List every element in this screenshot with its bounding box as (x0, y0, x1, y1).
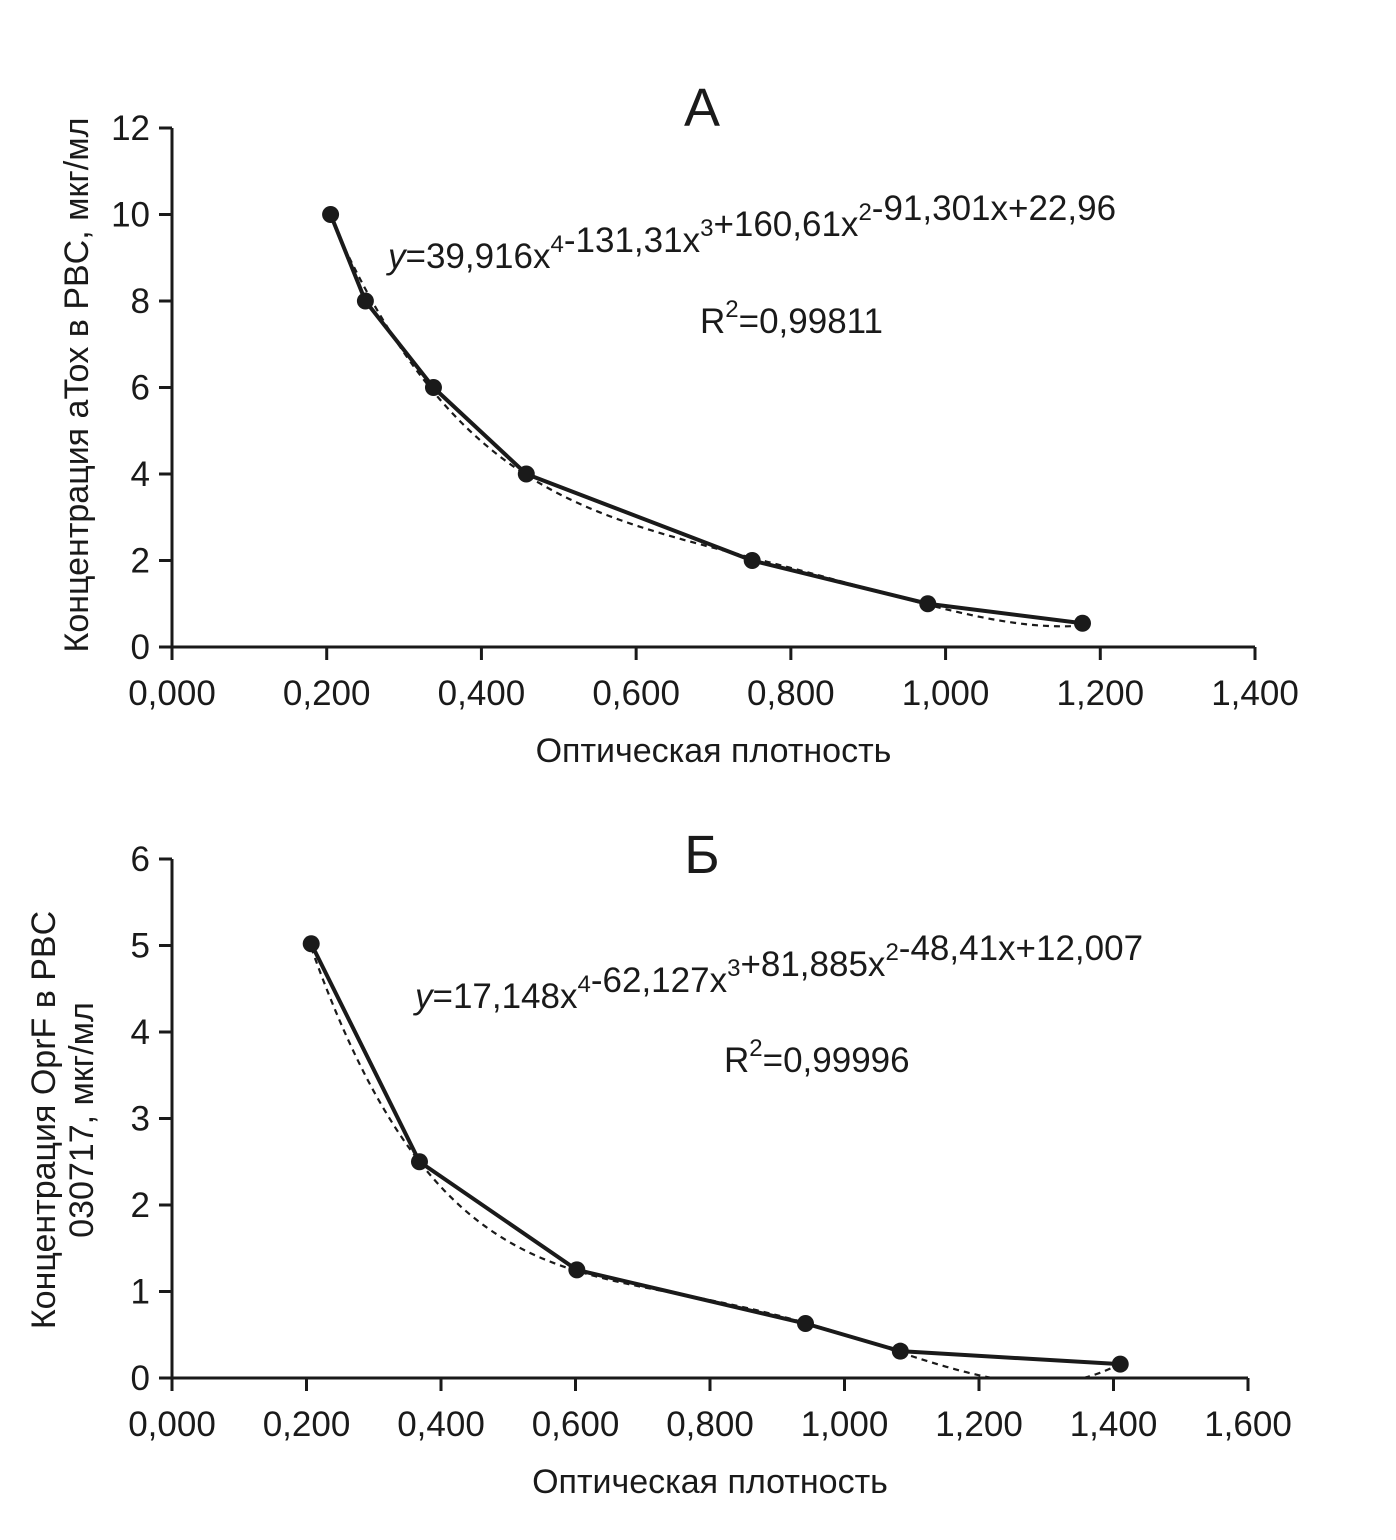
x-tick-label: 1,400 (1211, 674, 1299, 713)
data-point (568, 1261, 586, 1279)
x-tick-label: 1,400 (1070, 1405, 1158, 1444)
equation-term: -131,31x (564, 221, 701, 260)
x-tick-label: 0,000 (128, 1405, 216, 1444)
equation-term: =39,916x (406, 237, 551, 276)
equation-term: +81,885x (740, 945, 885, 984)
equation-term: +160,61x (713, 205, 858, 244)
y-axis-title-line: Концентрация aTox в PBC, мкг/мл (58, 118, 96, 653)
x-tick-label: 0,000 (128, 674, 216, 713)
x-tick-label: 1,000 (902, 674, 990, 713)
data-point (424, 379, 442, 396)
r-squared-base: R (700, 302, 725, 341)
r-squared-exponent: 2 (749, 1035, 762, 1062)
equation-exponent: 4 (578, 971, 591, 998)
y-axis-title: Концентрация aTox в PBC, мкг/мл (58, 118, 96, 653)
x-tick-label: 0,200 (263, 1405, 351, 1444)
equation-exponent: 3 (700, 215, 713, 242)
panel-title: А (684, 78, 720, 138)
data-point (517, 465, 535, 483)
data-point (1111, 1355, 1129, 1373)
y-tick-label: 4 (131, 455, 150, 494)
y-tick-label: 10 (111, 196, 150, 235)
x-tick-label: 0,400 (438, 674, 526, 713)
trendline (329, 216, 1083, 628)
r-squared: R2=0,99811 (700, 296, 883, 341)
equation-exponent: 3 (727, 955, 740, 982)
trendline-equation: y=17,148x4-62,127x3+81,885x2-48,41x+12,0… (413, 929, 1143, 1016)
y-tick-label: 8 (131, 282, 150, 321)
equation-term: -62,127x (591, 961, 728, 1000)
equation-lead: y (386, 237, 408, 276)
data-point (1073, 614, 1091, 632)
data-point (302, 935, 320, 953)
r-squared-base: R (724, 1041, 749, 1080)
y-tick-label: 1 (131, 1273, 150, 1312)
r-squared-exponent: 2 (725, 296, 738, 323)
x-tick-label: 0,600 (592, 674, 680, 713)
y-axis-title: Концентрация OprF в PBC030717, мкг/мл (25, 911, 101, 1329)
y-tick-label: 0 (131, 1359, 150, 1398)
data-point (919, 595, 937, 613)
data-point (356, 292, 374, 310)
data-point (410, 1153, 428, 1171)
equation-term: -91,301x+22,96 (872, 189, 1116, 228)
data-point (891, 1342, 909, 1360)
trendline-equation: y=39,916x4-131,31x3+160,61x2-91,301x+22,… (386, 189, 1116, 276)
y-tick-label: 3 (131, 1100, 150, 1139)
x-tick-label: 0,800 (747, 674, 835, 713)
data-point (743, 552, 761, 569)
y-tick-label: 2 (131, 1186, 150, 1225)
r-squared-value: =0,99996 (763, 1041, 910, 1080)
trendline (310, 947, 1121, 1380)
equation-exponent: 2 (885, 939, 898, 966)
data-point (796, 1315, 814, 1333)
x-tick-label: 1,200 (935, 1405, 1023, 1444)
y-tick-label: 6 (131, 840, 150, 879)
equation-exponent: 2 (858, 199, 871, 226)
panel-title: Б (684, 825, 719, 885)
y-tick-label: 4 (131, 1013, 150, 1052)
equation-term: =17,148x (433, 977, 578, 1016)
y-tick-label: 6 (131, 369, 150, 408)
chart-panel-b: 0 1 2 3 4 5 6 0,000 0,200 0,400 0,600 0,800 1,000 1,2… (25, 825, 1292, 1501)
x-tick-label: 1,600 (1204, 1405, 1292, 1444)
x-axis-title: Оптическая плотность (532, 1463, 888, 1501)
r-squared: R2=0,99996 (724, 1035, 910, 1080)
data-point (322, 206, 340, 223)
x-tick-label: 0,600 (532, 1405, 620, 1444)
x-tick-label: 0,200 (283, 674, 371, 713)
chart-panel-a: 0 2 4 6 8 10 12 0,000 0,200 0,400 0,600 0,800 1,000 1… (58, 78, 1299, 770)
equation-exponent: 4 (551, 231, 564, 258)
y-axis-title-line: 030717, мкг/мл (63, 1002, 101, 1238)
y-axis-title-line: Концентрация OprF в PBC (25, 911, 63, 1329)
equation-term: -48,41x+12,007 (899, 929, 1143, 968)
equation-lead: y (413, 977, 435, 1016)
x-axis-title: Оптическая плотность (536, 732, 892, 770)
x-tick-label: 0,400 (397, 1405, 485, 1444)
x-tick-label: 1,000 (801, 1405, 889, 1444)
y-tick-label: 2 (131, 542, 150, 581)
y-tick-label: 5 (131, 927, 150, 966)
r-squared-value: =0,99811 (739, 302, 883, 341)
y-tick-label: 12 (111, 109, 150, 148)
y-tick-label: 0 (131, 628, 150, 667)
x-tick-label: 1,200 (1056, 674, 1144, 713)
series-line (309, 942, 1121, 1367)
x-tick-label: 0,800 (666, 1405, 754, 1444)
